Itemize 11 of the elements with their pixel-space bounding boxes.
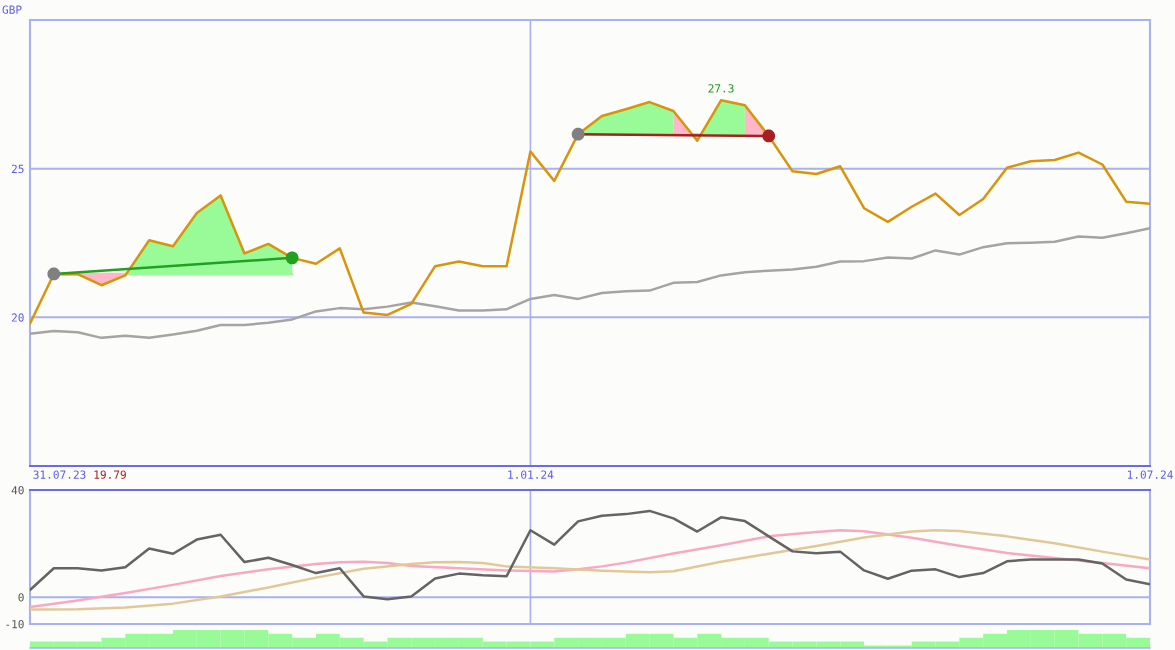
text: 31.07.23	[33, 470, 86, 479]
y-tick-label: 20	[11, 313, 24, 322]
y-tick-label: 25	[11, 164, 24, 174]
text: 19.79	[94, 470, 126, 479]
x-tick-label: 1.01.24	[508, 470, 554, 479]
x-tick-label: 1.07.24	[1127, 470, 1173, 479]
y-axis-title: GBP	[2, 5, 22, 14]
y-tick-label: -10	[6, 620, 24, 629]
y-tick-label: 0	[18, 593, 24, 602]
y-tick-label: 40	[11, 486, 24, 495]
annotation: 27.3	[708, 84, 734, 93]
